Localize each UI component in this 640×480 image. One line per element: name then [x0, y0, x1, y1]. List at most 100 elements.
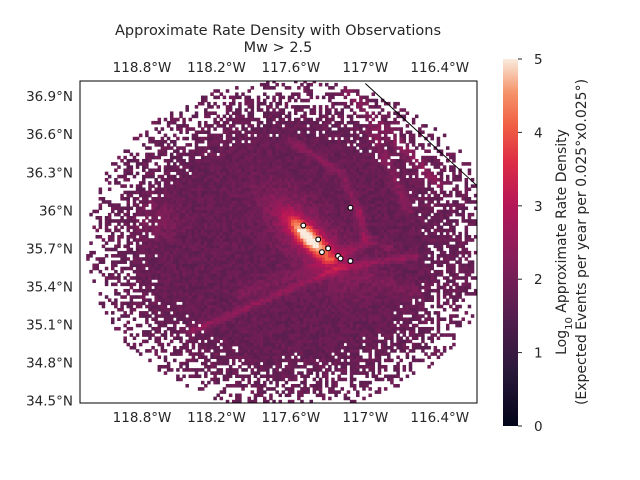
heatmap-cell [241, 295, 245, 299]
heatmap-cell [272, 295, 276, 299]
heatmap-cell [222, 269, 227, 274]
heatmap-cell [238, 101, 242, 106]
heatmap-cell [225, 190, 230, 195]
heatmap-cell [266, 130, 270, 135]
heatmap-cell [262, 168, 267, 173]
heatmap-cell [238, 165, 242, 169]
heatmap-cell [294, 288, 298, 293]
heatmap-cell [231, 301, 236, 306]
heatmap-cell [312, 314, 317, 318]
heatmap-cell [151, 171, 155, 176]
heatmap-cell [185, 266, 189, 271]
heatmap-cell [284, 285, 289, 290]
heatmap-cell [321, 361, 326, 366]
heatmap-cell [204, 326, 208, 331]
heatmap-cell [294, 247, 298, 252]
heatmap-cell [269, 260, 273, 264]
heatmap-cell [284, 200, 289, 204]
heatmap-cell [272, 301, 276, 306]
heatmap-cell [204, 336, 208, 341]
heatmap-cell [297, 120, 301, 125]
heatmap-cell [247, 364, 251, 369]
heatmap-cell [197, 222, 202, 226]
heatmap-cell [160, 295, 165, 299]
heatmap-cell [222, 349, 227, 353]
heatmap-cell [228, 250, 233, 255]
heatmap-cell [213, 168, 217, 173]
heatmap-cell [142, 238, 146, 242]
heatmap-cell [228, 345, 233, 350]
heatmap-cell [300, 295, 304, 299]
heatmap-cell [210, 111, 214, 115]
heatmap-cell [259, 228, 264, 233]
heatmap-cell [228, 257, 233, 261]
heatmap-cell [169, 146, 174, 150]
heatmap-cell [318, 114, 323, 119]
heatmap-cell [86, 257, 90, 261]
heatmap-cell [300, 203, 304, 207]
heatmap-cell [231, 282, 236, 287]
heatmap-cell [179, 174, 183, 179]
heatmap-cell [256, 333, 261, 337]
heatmap-cell [204, 216, 208, 220]
heatmap-cell [272, 130, 276, 135]
heatmap-cell [266, 81, 270, 84]
heatmap-cell [287, 320, 292, 325]
heatmap-cell [157, 181, 162, 185]
heatmap-cell [219, 285, 224, 290]
heatmap-cell [160, 203, 165, 207]
heatmap-cell [200, 269, 205, 274]
heatmap-cell [281, 320, 286, 325]
heatmap-cell [281, 95, 286, 100]
heatmap-cell [269, 374, 273, 379]
heatmap-cell [266, 292, 270, 296]
heatmap-cell [185, 206, 189, 211]
heatmap-cell [132, 174, 137, 179]
heatmap-cell [262, 339, 267, 344]
heatmap-cell [287, 174, 292, 179]
heatmap-cell [169, 168, 174, 173]
heatmap-cell [132, 257, 137, 261]
heatmap-cell [219, 307, 224, 312]
heatmap-cell [312, 238, 317, 242]
heatmap-cell [244, 120, 248, 125]
heatmap-cell [303, 139, 307, 144]
heatmap-cell [117, 276, 121, 280]
heatmap-cell [321, 336, 326, 341]
heatmap-cell [204, 95, 208, 100]
heatmap-cell [241, 352, 245, 356]
heatmap-cell [231, 203, 236, 207]
heatmap-cell [219, 304, 224, 309]
heatmap-cell [312, 181, 317, 185]
heatmap-cell [244, 149, 248, 154]
heatmap-cell [250, 111, 255, 115]
heatmap-cell [281, 250, 286, 255]
heatmap-cell [278, 399, 282, 403]
heatmap-cell [297, 301, 301, 306]
heatmap-cell [300, 174, 304, 179]
heatmap-cell [107, 174, 112, 179]
heatmap-cell [259, 314, 264, 318]
heatmap-cell [188, 349, 193, 353]
heatmap-cell [157, 197, 162, 201]
heatmap-cell [197, 165, 202, 169]
heatmap-cell [262, 222, 267, 226]
heatmap-cell [318, 292, 323, 296]
heatmap-cell [182, 124, 186, 128]
heatmap-cell [235, 235, 239, 239]
heatmap-cell [294, 171, 298, 176]
heatmap-cell [132, 336, 137, 341]
heatmap-cell [278, 184, 282, 188]
heatmap-cell [188, 168, 193, 173]
heatmap-cell [281, 371, 286, 375]
heatmap-cell [266, 143, 270, 147]
heatmap-cell [148, 269, 152, 274]
heatmap-cell [194, 298, 199, 302]
heatmap-cell [259, 323, 264, 328]
heatmap-cell [300, 193, 304, 198]
heatmap-cell [294, 323, 298, 328]
heatmap-cell [278, 247, 282, 252]
heatmap-cell [238, 155, 242, 160]
heatmap-cell [235, 219, 239, 223]
heatmap-cell [179, 171, 183, 176]
